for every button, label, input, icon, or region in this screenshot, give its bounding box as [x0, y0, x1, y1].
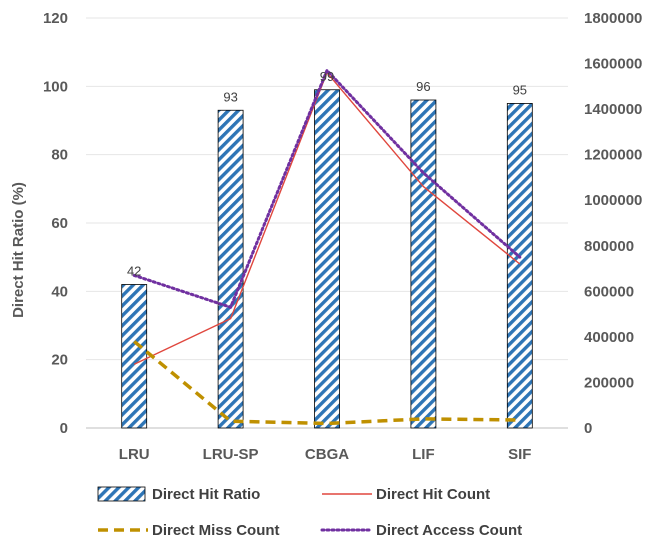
left-axis-tick-label: 20 — [51, 352, 68, 369]
legend-label-direct-hit-ratio: Direct Hit Ratio — [152, 486, 260, 503]
left-axis-tick-label: 80 — [51, 147, 68, 164]
right-axis-tick-label: 0 — [584, 420, 592, 437]
direct-access-count-line — [132, 68, 522, 309]
right-axis-tick-label: 600000 — [584, 283, 634, 300]
category-label: SIF — [508, 446, 531, 463]
right-axis-tick-label: 1600000 — [584, 56, 642, 73]
category-label: LIF — [412, 446, 435, 463]
left-axis-tick-label: 100 — [43, 78, 68, 95]
right-axis-tick-label: 1400000 — [584, 101, 642, 118]
bar-series — [121, 89, 533, 429]
legend: Direct Hit Ratio Direct Hit Count Direct M… — [97, 486, 522, 539]
left-axis-tick-label: 0 — [60, 420, 68, 437]
right-axis-tick-label: 1000000 — [584, 192, 642, 209]
left-axis-ticks: 0 20 40 60 80 100 120 — [43, 10, 68, 437]
data-labels: 42 93 99 96 95 — [127, 69, 527, 279]
right-axis-tick-label: 1800000 — [584, 10, 642, 27]
right-axis-ticks: 0 200000 400000 600000 800000 1000000 1200000 1… — [584, 10, 642, 437]
category-label: LRU — [119, 446, 150, 463]
bar-data-label: 93 — [223, 89, 237, 104]
y-axis-title: Direct Hit Ratio (%) — [10, 182, 27, 318]
bar — [217, 109, 244, 429]
category-axis-labels: LRU LRU-SP CBGA LIF SIF — [119, 446, 532, 463]
right-axis-tick-label: 400000 — [584, 329, 634, 346]
bar-data-label: 96 — [416, 79, 430, 94]
bar-data-label: 99 — [320, 69, 334, 84]
bar-data-label: 95 — [513, 82, 527, 97]
left-axis-tick-label: 40 — [51, 283, 68, 300]
bar — [121, 284, 148, 429]
bar-data-label: 42 — [127, 264, 141, 279]
left-axis-tick-label: 120 — [43, 10, 68, 27]
bar — [410, 99, 437, 429]
bar — [314, 89, 340, 429]
direct-miss-count-line — [133, 340, 520, 426]
legend-label-direct-hit-count: Direct Hit Count — [376, 486, 490, 503]
legend-label-direct-access-count: Direct Access Count — [376, 522, 522, 539]
bar — [506, 103, 533, 429]
line-series — [132, 68, 522, 426]
category-label: LRU-SP — [203, 446, 259, 463]
legend-label-direct-miss-count: Direct Miss Count — [152, 522, 280, 539]
left-axis-tick-label: 60 — [51, 215, 68, 232]
right-axis-tick-label: 800000 — [584, 238, 634, 255]
legend-swatch-direct-hit-ratio — [97, 486, 146, 502]
category-label: CBGA — [305, 446, 349, 463]
right-axis-tick-label: 1200000 — [584, 147, 642, 164]
right-axis-tick-label: 200000 — [584, 374, 634, 391]
